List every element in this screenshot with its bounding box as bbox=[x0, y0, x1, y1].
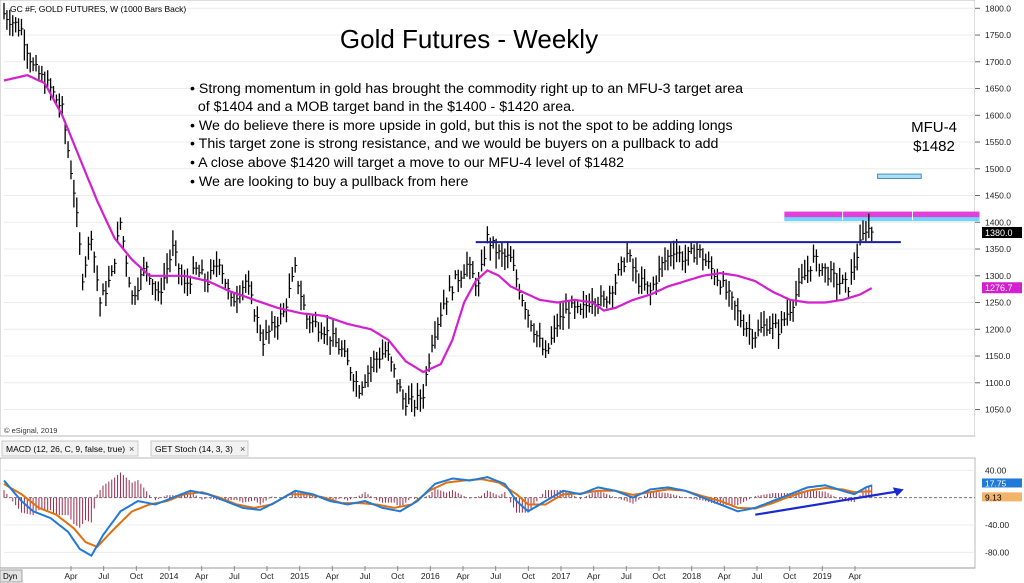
price-tick-label: 1550.0 bbox=[985, 137, 1011, 147]
price-tick-label: 1500.0 bbox=[985, 164, 1011, 174]
note-line-3: • We do believe there is more upside in … bbox=[190, 118, 733, 134]
mfu4-box-group bbox=[877, 173, 922, 179]
price-tick-label: 1250.0 bbox=[985, 298, 1011, 308]
time-tick-label: Oct bbox=[783, 571, 797, 581]
time-tick-label: Apr bbox=[326, 571, 339, 581]
time-tick-label: Oct bbox=[130, 571, 144, 581]
ma-price-tag: 1276.7 bbox=[982, 282, 1022, 294]
time-tick-label: Oct bbox=[522, 571, 536, 581]
price-tick-label: 1800.0 bbox=[985, 3, 1011, 13]
time-tick-label: Apr bbox=[456, 571, 469, 581]
trend-arrow-head bbox=[892, 487, 904, 497]
target-band-group bbox=[784, 211, 980, 222]
macd-value-label-2: 9.13 bbox=[985, 492, 1002, 502]
dyn-button-bg bbox=[0, 569, 23, 583]
chart-title: Gold Futures - Weekly bbox=[340, 24, 598, 54]
time-tick-label: Jul bbox=[360, 571, 371, 581]
note-line-4: • This target zone is strong resistance,… bbox=[190, 136, 718, 152]
macd-tab-bg bbox=[1, 440, 139, 457]
price-bars bbox=[3, 2, 874, 417]
stoch-tab-bg bbox=[150, 440, 249, 457]
signal-line bbox=[3, 478, 872, 549]
mfu3-target-line bbox=[784, 217, 980, 222]
time-tick-label: Oct bbox=[260, 571, 274, 581]
macd-tick-label: 40.00 bbox=[985, 465, 1007, 475]
note-line-6: • We are looking to buy a pullback from … bbox=[190, 174, 468, 190]
price-tick-label: 1600.0 bbox=[985, 110, 1011, 120]
price-tick-label: 1050.0 bbox=[985, 405, 1011, 415]
price-tick-label: 1450.0 bbox=[985, 191, 1011, 201]
indicator-tab-macd[interactable]: MACD (12, 26, C, 9, false, true) × bbox=[1, 440, 139, 457]
time-tick-label: Jul bbox=[490, 571, 501, 581]
time-axis-labels: Apr Jul Oct 2014 Apr Jul Oct 2015 Apr Jul Oct 2016 A… bbox=[64, 566, 862, 581]
price-tick-label: 1100.0 bbox=[985, 378, 1011, 388]
symbol-header: GC #F, GOLD FUTURES, W (1000 Bars Back) bbox=[10, 4, 186, 14]
macd-line bbox=[3, 476, 872, 558]
dyn-button-label: Dyn bbox=[3, 572, 17, 581]
stoch-tab-label: GET Stoch (14, 3, 3) bbox=[155, 444, 233, 454]
last-price-rect bbox=[982, 226, 1022, 238]
indicator-tab-stoch[interactable]: GET Stoch (14, 3, 3) × bbox=[150, 440, 249, 457]
macd-tab-close-icon[interactable]: × bbox=[129, 444, 134, 454]
macd-tab-label: MACD (12, 26, C, 9, false, true) bbox=[6, 444, 125, 454]
mfu4-label: MFU-4 bbox=[911, 119, 957, 136]
mfu4-value: $1482 bbox=[913, 138, 955, 155]
note-line-1: • Strong momentum in gold has brought th… bbox=[190, 81, 743, 97]
mob-target-band bbox=[784, 211, 980, 221]
time-tick-label: Apr bbox=[587, 571, 600, 581]
last-price-tag: 1380.0 bbox=[982, 226, 1022, 238]
time-tick-label: 2019 bbox=[813, 571, 832, 581]
price-tick-label: 1150.0 bbox=[985, 351, 1011, 361]
macd-value-tags: 17.75 9.13 bbox=[982, 478, 1022, 502]
time-tick-label: Oct bbox=[391, 571, 405, 581]
time-tick-label: Oct bbox=[652, 571, 666, 581]
time-tick-label: 2014 bbox=[160, 571, 179, 581]
time-tick-label: Jul bbox=[752, 571, 763, 581]
time-tick-label: Apr bbox=[718, 571, 731, 581]
macd-value-tag-1 bbox=[982, 478, 1022, 488]
trend-arrow-shaft bbox=[755, 490, 898, 516]
time-tick-label: Jul bbox=[98, 571, 109, 581]
macd-grid bbox=[4, 469, 975, 553]
price-tick-label: 1750.0 bbox=[985, 30, 1011, 40]
price-tick-label: 1650.0 bbox=[985, 84, 1011, 94]
indicator-panel-frame bbox=[0, 457, 976, 569]
stoch-tab-close-icon[interactable]: × bbox=[240, 444, 245, 454]
macd-trend-arrow bbox=[755, 487, 904, 516]
time-tick-label: Jul bbox=[229, 571, 240, 581]
price-tick-label: 1350.0 bbox=[985, 244, 1011, 254]
note-line-5: • A close above $1420 will target a move… bbox=[190, 155, 624, 171]
note-line-2: of $1404 and a MOB target band in the $1… bbox=[190, 99, 575, 115]
commentary-notes: • Strong momentum in gold has brought th… bbox=[190, 81, 743, 190]
time-tick-label: Jul bbox=[621, 571, 632, 581]
time-tick-label: Apr bbox=[64, 571, 77, 581]
last-price-label: 1380.0 bbox=[985, 228, 1013, 238]
price-tick-label: 1700.0 bbox=[985, 57, 1011, 67]
price-axis-area bbox=[975, 0, 1024, 436]
macd-value-tag-2 bbox=[982, 492, 1022, 502]
time-tick-label: Apr bbox=[848, 571, 861, 581]
moving-average-line bbox=[3, 74, 873, 374]
price-axis-labels: 1800.0 1750.0 1700.0 1650.0 1600.0 1550.0 1500… bbox=[985, 3, 1011, 414]
copyright-text: © eSignal, 2019 bbox=[4, 426, 57, 435]
macd-tick-label: -40.00 bbox=[985, 520, 1009, 530]
macd-tick-label: -80.00 bbox=[985, 547, 1009, 557]
price-tick-label: 1200.0 bbox=[985, 324, 1011, 334]
time-tick-label: 2018 bbox=[682, 571, 701, 581]
ma-price-label: 1276.7 bbox=[985, 283, 1013, 293]
price-tick-label: 1300.0 bbox=[985, 271, 1011, 281]
macd-value-label-1: 17.75 bbox=[985, 478, 1007, 488]
dyn-button[interactable]: Dyn bbox=[0, 569, 23, 583]
ma-price-rect bbox=[982, 282, 1022, 294]
time-tick-label: 2016 bbox=[421, 571, 440, 581]
time-tick-label: Apr bbox=[195, 571, 208, 581]
mfu4-target-box bbox=[877, 173, 922, 179]
time-tick-label: 2017 bbox=[552, 571, 571, 581]
price-tick-label: 1400.0 bbox=[985, 217, 1011, 227]
time-tick-label: 2015 bbox=[290, 571, 309, 581]
